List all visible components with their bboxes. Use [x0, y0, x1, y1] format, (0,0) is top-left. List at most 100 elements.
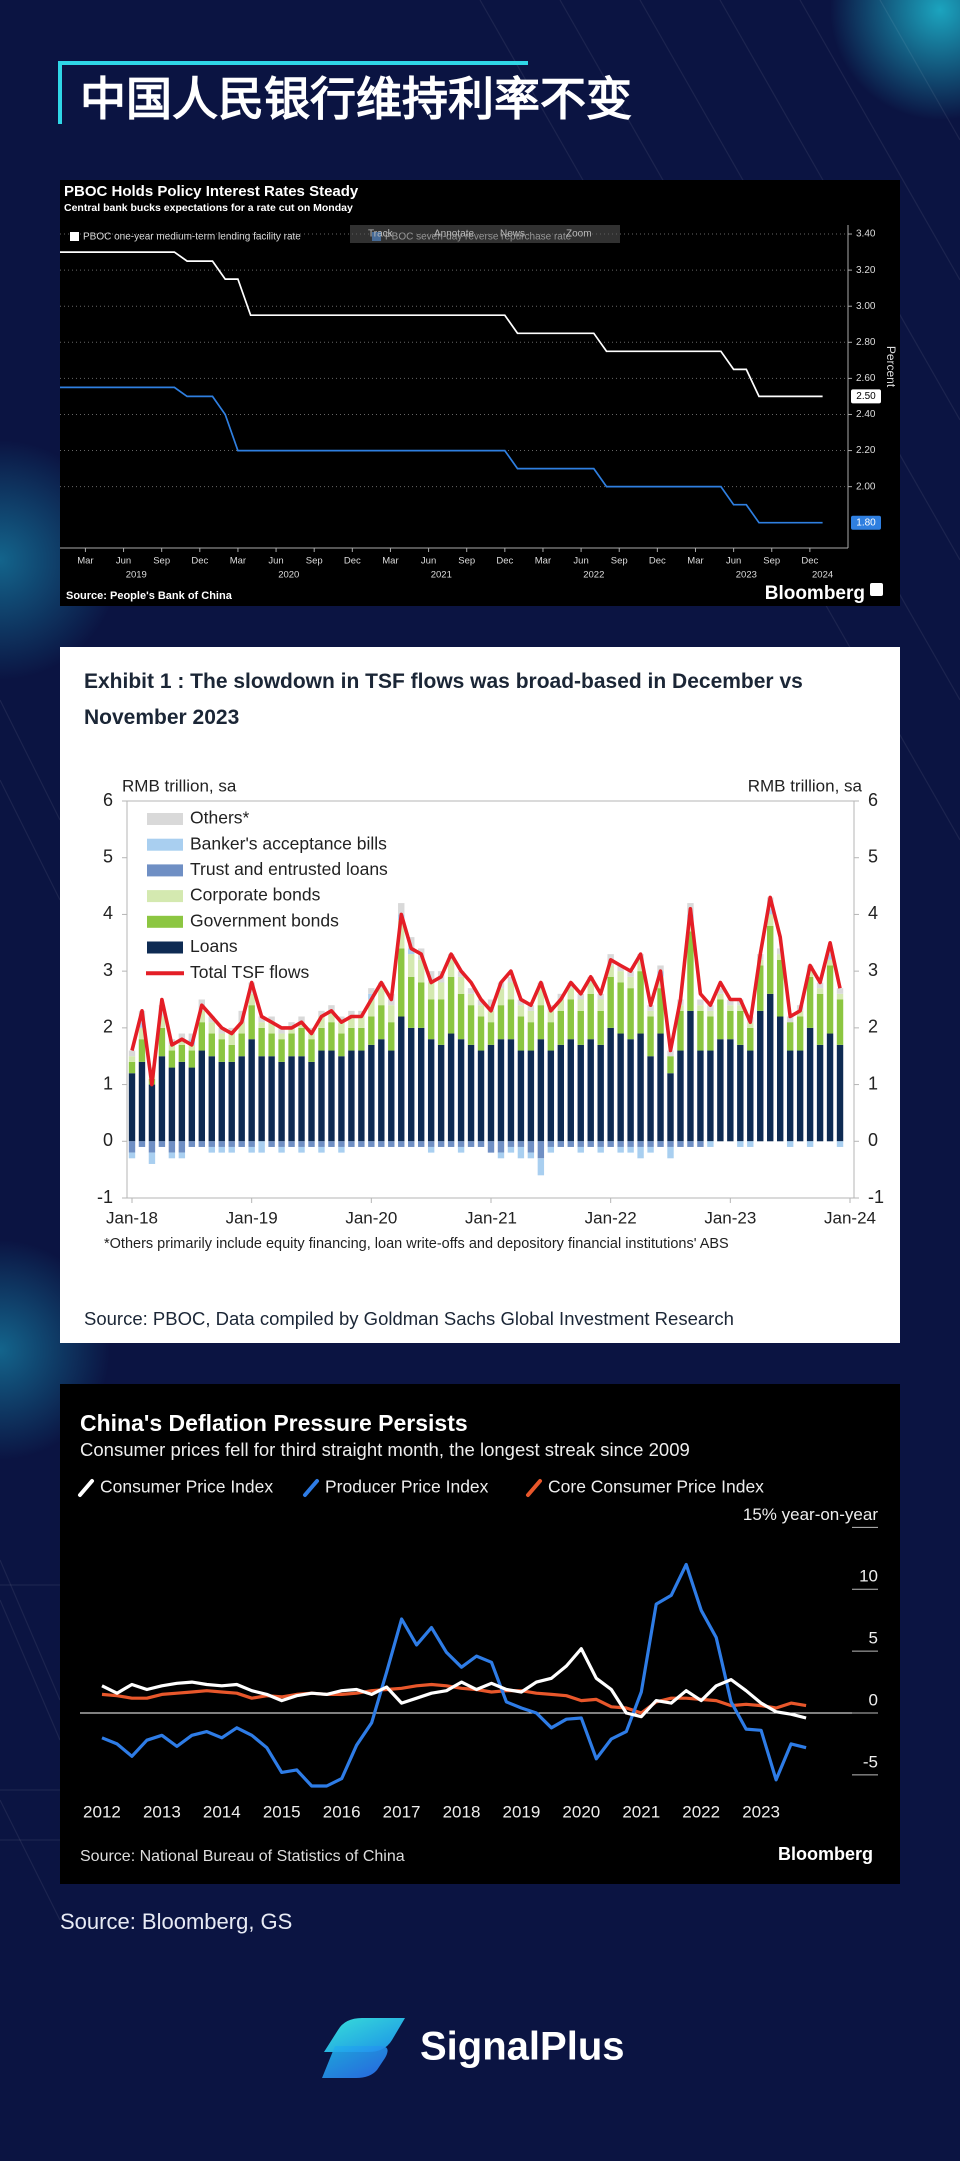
- bar-segment: [417, 1141, 425, 1147]
- bar-segment: [138, 1027, 146, 1040]
- bar-segment: [467, 993, 475, 1006]
- bar-segment: [437, 1044, 445, 1142]
- bar-segment: [378, 1005, 385, 1040]
- bar-segment: [737, 1010, 744, 1045]
- y-tick-label: 2.20: [856, 445, 876, 456]
- bar-segment: [637, 959, 644, 972]
- y-tick-label: 3.40: [856, 229, 876, 240]
- bar-segment: [457, 993, 465, 1040]
- y-axis-title: RMB trillion, sa: [122, 776, 237, 795]
- line-series: [60, 386, 823, 524]
- bar-segment: [487, 1010, 495, 1023]
- bar-segment: [218, 1146, 225, 1153]
- bar-segment: [607, 976, 614, 1028]
- bar-segment: [338, 1033, 345, 1057]
- x-tick-label: Jun: [116, 556, 131, 567]
- bar-segment: [298, 1146, 305, 1153]
- bar-segment: [298, 1056, 305, 1142]
- bar-segment: [497, 1039, 505, 1142]
- bar-segment: [348, 1050, 355, 1142]
- bar-segment: [408, 1027, 415, 1142]
- bar-segment: [816, 982, 824, 989]
- legend-label: Government bonds: [190, 910, 339, 930]
- y-axis-title: Percent: [884, 346, 898, 388]
- chart-source: Source: National Bureau of Statistics of…: [80, 1848, 405, 1865]
- x-tick-label: 2022: [682, 1802, 720, 1821]
- x-tick-label: Sep: [763, 556, 780, 567]
- bar-segment: [617, 1141, 624, 1147]
- bar-segment: [258, 1141, 265, 1153]
- bar-segment: [228, 1061, 235, 1142]
- bar-segment: [507, 1039, 515, 1142]
- bar-segment: [597, 1044, 604, 1142]
- bar-segment: [707, 1016, 714, 1051]
- bar-segment: [398, 948, 405, 1017]
- bar-segment: [208, 1141, 215, 1147]
- bar-segment: [507, 1141, 515, 1147]
- bar-segment: [188, 1067, 196, 1142]
- bar-segment: [138, 1061, 146, 1142]
- x-tick-label: Mar: [382, 556, 398, 567]
- bar-segment: [826, 954, 834, 960]
- bar-segment: [607, 1141, 614, 1147]
- bar-segment: [527, 1141, 535, 1153]
- x-tick-label: Sep: [306, 556, 323, 567]
- chart-note: *Others primarily include equity financi…: [104, 1236, 729, 1252]
- bar-segment: [786, 1050, 794, 1142]
- bar-segment: [168, 1152, 176, 1159]
- bar-segment: [138, 1039, 146, 1062]
- bar-segment: [278, 1033, 285, 1040]
- bar-segment: [786, 1022, 794, 1051]
- x-tick-label: 2015: [263, 1802, 301, 1821]
- bar-segment: [318, 1027, 325, 1051]
- bar-segment: [338, 1141, 345, 1147]
- bar-segment: [537, 1005, 545, 1040]
- x-tick-label: Sep: [611, 556, 628, 567]
- legend-swatch: [147, 941, 183, 954]
- bar-segment: [368, 1141, 375, 1147]
- bar-segment: [637, 971, 644, 1034]
- legend-label: Others*: [190, 808, 250, 828]
- legend-label: Loans: [190, 936, 238, 956]
- x-tick-label: 2019: [503, 1802, 541, 1821]
- bar-segment: [278, 1141, 285, 1147]
- bar-segment: [178, 1152, 186, 1159]
- bar-segment: [597, 1146, 604, 1153]
- bar-segment: [477, 1141, 485, 1147]
- bar-segment: [368, 999, 375, 1017]
- bar-segment: [806, 971, 814, 977]
- bar-segment: [248, 1039, 255, 1142]
- bar-segment: [826, 948, 834, 955]
- bar-segment: [816, 988, 824, 994]
- last-value-label: 2.50: [856, 391, 876, 402]
- bar-segment: [816, 1044, 824, 1142]
- bar-segment: [148, 1152, 156, 1164]
- bar-segment: [747, 1027, 754, 1051]
- bar-segment: [767, 914, 774, 926]
- bar-segment: [727, 1039, 734, 1142]
- bar-segment: [258, 1022, 265, 1028]
- bar-segment: [158, 1056, 166, 1142]
- bar-segment: [597, 1141, 604, 1147]
- x-tick-label: Mar: [535, 556, 551, 567]
- bar-segment: [168, 1141, 176, 1153]
- bar-segment: [318, 1016, 325, 1028]
- bar-segment: [507, 982, 515, 1000]
- bar-segment: [657, 965, 664, 972]
- bar-segment: [786, 1141, 794, 1147]
- bar-segment: [537, 1158, 545, 1176]
- bar-segment: [417, 982, 425, 1028]
- bar-segment: [378, 1039, 385, 1142]
- bar-segment: [547, 1050, 555, 1142]
- bar-segment: [537, 1141, 545, 1159]
- bar-segment: [477, 1016, 485, 1051]
- bar-segment: [717, 993, 724, 1000]
- toolbar-item: Track: [368, 229, 394, 240]
- bar-segment: [577, 1044, 584, 1142]
- y-tick-label: 4: [103, 903, 113, 923]
- bar-segment: [338, 1022, 345, 1034]
- bar-segment: [168, 1044, 176, 1051]
- bar-segment: [398, 903, 405, 915]
- bar-segment: [687, 1141, 694, 1147]
